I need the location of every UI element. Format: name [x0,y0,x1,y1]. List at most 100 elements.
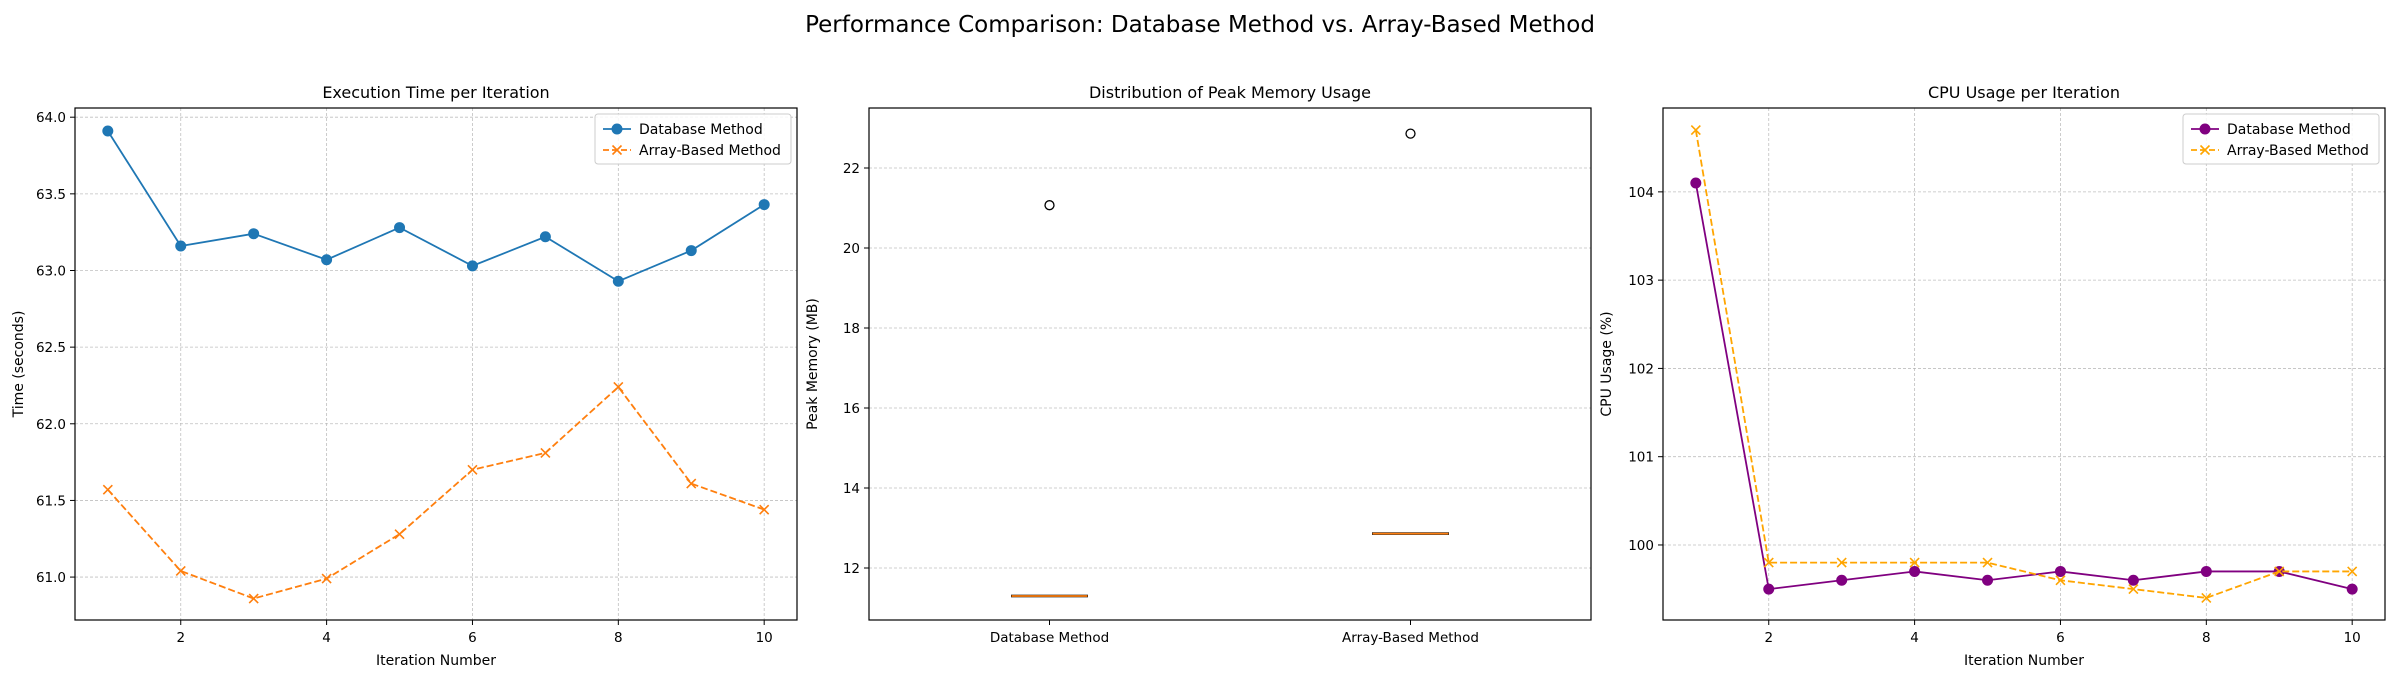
data-point [2055,575,2066,586]
legend-marker [2199,123,2211,135]
x-tick-label: 8 [614,630,623,646]
x-tick-label: 2 [176,630,185,646]
chart-title: CPU Usage per Iteration [1928,83,2120,102]
plot-frame [1662,107,2386,621]
y-tick-label: 63.0 [36,263,66,279]
chart-title: Distribution of Peak Memory Usage [1089,83,1371,102]
y-tick-label: 18 [843,321,860,337]
data-point [1909,557,1920,568]
y-tick-label: 104 [1628,185,1654,201]
plot-frame [74,107,798,621]
data-point [1982,574,1994,586]
data-point [2201,592,2212,603]
data-point [1836,574,1848,586]
y-tick-label: 63.5 [36,187,66,203]
data-point [686,478,697,489]
data-point [248,228,260,240]
grid-lines [1663,108,2385,620]
x-tick-label: 2 [1764,630,1773,646]
grid-lines [869,167,1591,569]
data-point [2347,566,2358,577]
legend-label: Database Method [2227,122,2351,138]
y-tick-label: 22 [843,161,860,177]
x-tick-label: 6 [468,630,477,646]
y-tick-label: 16 [843,401,860,417]
data-point [321,254,333,266]
y-tick-label: 20 [843,241,860,257]
y-axis-label: CPU Usage (%) [1599,311,1615,416]
data-point [175,565,186,577]
data-point [2200,565,2212,577]
legend-label: Database Method [639,122,763,138]
data-point [467,464,478,475]
series-array-based-method [1690,125,2358,603]
data-point [248,593,259,604]
chart-title: Execution Time per Iteration [322,83,549,102]
y-axis-label: Peak Memory (MB) [805,298,821,430]
data-point [394,222,406,234]
data-point [1982,557,1993,568]
peak-memory-boxplot: Distribution of Peak Memory Usage 12 14 16 1… [805,83,1592,646]
y-tick-label: 102 [1628,361,1654,377]
x-axis-label: Iteration Number [1964,653,2084,669]
legend-label: Array-Based Method [2227,143,2369,159]
data-point [759,504,770,515]
data-point [394,529,405,540]
y-tick-label: 100 [1628,538,1654,554]
series-line [1694,182,2353,591]
legend-box [594,113,792,165]
x-tick-label: 4 [1910,630,1919,646]
series-database-method [102,125,770,287]
data-point [466,260,478,272]
data-point [1763,557,1774,568]
y-tick-label: 62.5 [36,340,66,356]
legend-box [2182,113,2380,165]
data-point [2274,566,2285,577]
figure-title: Performance Comparison: Database Method … [805,12,1595,38]
series-line [107,385,765,600]
legend: Database Method Array-Based Method [594,113,792,165]
plot-frame [868,107,1592,621]
data-point [612,275,624,287]
series-line [107,130,765,283]
y-tick-label: 64.0 [36,110,66,126]
x-tick-label: 10 [2344,630,2361,646]
y-tick-label: 14 [843,481,860,497]
series-line [1694,129,2353,599]
data-point [175,240,187,252]
data-point [685,245,697,257]
outlier-point [1044,200,1055,211]
x-tick-label: 6 [2056,630,2065,646]
x-tick-label: 4 [322,630,331,646]
box-array-based-method [1372,128,1449,535]
data-point [1836,557,1847,568]
data-point [2128,584,2139,595]
category-label: Array-Based Method [1342,630,1479,646]
box-database-method [1011,200,1088,598]
legend: Database Method Array-Based Method [2182,113,2380,165]
legend-label: Array-Based Method [639,143,781,159]
data-point [1909,565,1921,577]
data-point [102,484,113,495]
data-point [1690,177,1702,189]
category-label: Database Method [990,630,1109,646]
data-point [613,381,624,393]
legend-marker [2199,144,2211,156]
data-point [2127,574,2139,586]
data-point [102,125,114,137]
y-tick-label: 101 [1628,450,1654,466]
data-point [321,573,332,584]
execution-time-chart: Execution Time per Iteration 61.0 61.5 62.0… [11,83,798,669]
data-point [2054,565,2066,577]
x-axis-label: Iteration Number [376,653,496,669]
data-point [539,231,551,243]
y-tick-label: 103 [1628,273,1654,289]
data-point [1690,125,1701,136]
x-tick-label: 8 [2202,630,2211,646]
grid-lines [75,108,797,620]
data-point [758,199,770,211]
legend-marker [611,144,623,156]
y-axis-label: Time (seconds) [11,311,27,419]
outlier-point [1405,128,1416,139]
